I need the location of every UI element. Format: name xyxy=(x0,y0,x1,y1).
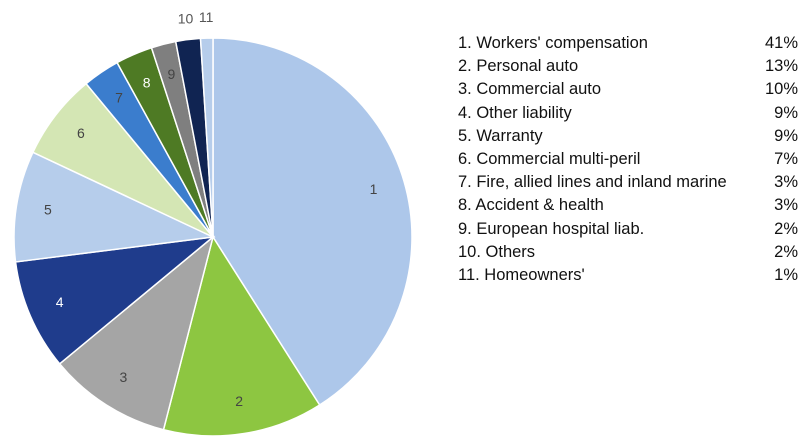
legend-value: 2% xyxy=(774,219,798,238)
legend-value: 2% xyxy=(774,242,798,261)
legend-value: 10% xyxy=(764,80,798,99)
legend-label: 10. Others xyxy=(458,242,536,261)
legend-row: 4. Other liability 9% xyxy=(458,102,798,125)
slice-label: 1 xyxy=(370,181,378,197)
slice-label: 7 xyxy=(115,89,123,105)
legend-label: 11. Homeowners' xyxy=(458,266,585,285)
legend-row: 10. Others 2% xyxy=(458,241,798,264)
legend-label: 8. Accident & health xyxy=(458,196,604,215)
legend-row: 3. Commercial auto 10% xyxy=(458,78,798,101)
pie-slice xyxy=(14,235,216,365)
pie-slice xyxy=(58,234,215,431)
slice-label: 6 xyxy=(77,125,85,141)
legend-label: 4. Other liability xyxy=(458,103,572,122)
legend-row: 9. European hospital liab. 2% xyxy=(458,218,798,241)
legend-row: 1. Workers' compensation 41% xyxy=(458,32,798,55)
slice-label: 4 xyxy=(56,294,64,310)
legend-label: 3. Commercial auto xyxy=(458,80,602,99)
slice-label: 10 xyxy=(178,10,194,26)
legend-label: 1. Workers' compensation xyxy=(458,34,648,52)
pie-slice xyxy=(162,235,321,437)
legend-value: 7% xyxy=(774,150,798,169)
slice-label: 2 xyxy=(235,393,243,409)
legend-value: 13% xyxy=(764,57,798,76)
legend-value: 41% xyxy=(764,34,798,52)
legend-label: 6. Commercial multi-peril xyxy=(458,150,641,169)
legend-value: 3% xyxy=(774,196,798,215)
legend-label: 7. Fire, allied lines and inland marine xyxy=(458,173,727,192)
slice-label: 5 xyxy=(44,202,52,218)
slice-label: 9 xyxy=(168,66,176,82)
pie-slice xyxy=(199,37,214,238)
legend-value: 9% xyxy=(774,126,798,145)
slice-label: 8 xyxy=(143,74,151,90)
pie-slice xyxy=(13,151,216,263)
legend-label: 2. Personal auto xyxy=(458,57,579,76)
legend-row: 2. Personal auto 13% xyxy=(458,55,798,78)
pie-chart: 1 2 3 4 5 6 7 8 9 10 11 xyxy=(13,9,413,437)
legend: 1. Workers' compensation 41% 2. Personal a… xyxy=(458,32,798,287)
legend-value: 1% xyxy=(774,266,798,285)
legend-value: 3% xyxy=(774,173,798,192)
legend-label: 9. European hospital liab. xyxy=(458,219,645,238)
legend-label: 5. Warranty xyxy=(458,126,543,145)
slice-label: 3 xyxy=(120,369,128,385)
pie-slice xyxy=(212,37,413,407)
legend-row: 7. Fire, allied lines and inland marine 3… xyxy=(458,171,798,194)
legend-row: 11. Homeowners' 1% xyxy=(458,264,798,287)
legend-value: 9% xyxy=(774,103,798,122)
legend-row: 5. Warranty 9% xyxy=(458,125,798,148)
legend-row: 8. Accident & health 3% xyxy=(458,194,798,217)
slice-label: 11 xyxy=(199,9,214,25)
legend-row: 6. Commercial multi-peril 7% xyxy=(458,148,798,171)
